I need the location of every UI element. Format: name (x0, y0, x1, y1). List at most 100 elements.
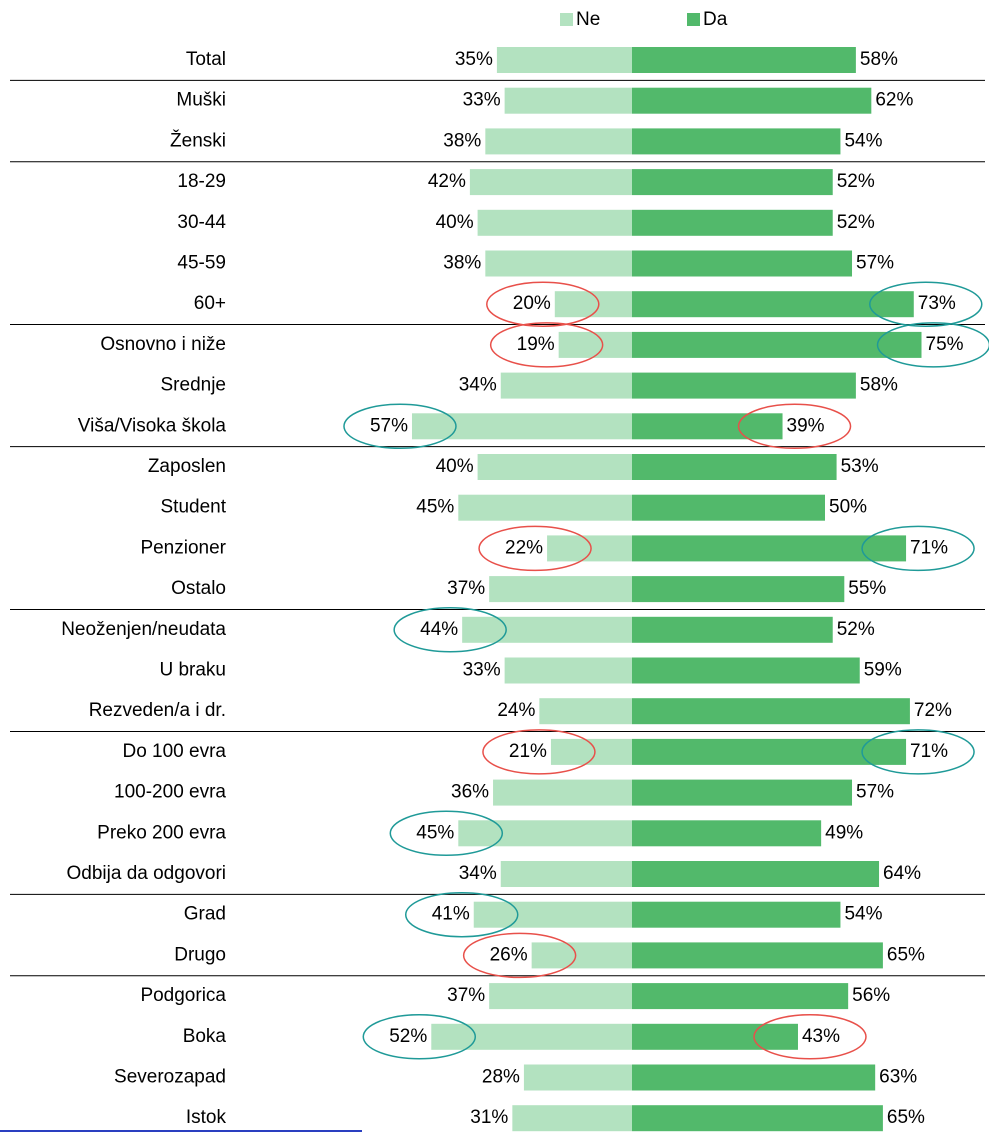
category-label: Boka (183, 1026, 227, 1047)
value-label: 58% (860, 49, 898, 70)
value-label: 31% (470, 1107, 508, 1128)
highlight-ellipse (362, 1014, 477, 1060)
value-label: 37% (447, 578, 485, 599)
value-label: 52% (837, 619, 875, 640)
value-label: 52% (837, 171, 875, 192)
value-label: 24% (497, 700, 535, 721)
legend-swatch (687, 13, 700, 26)
bar (550, 738, 632, 765)
highlight-ellipse (393, 607, 507, 653)
category-label: 100-200 evra (114, 782, 226, 803)
bar (496, 47, 632, 73)
value-label: 58% (860, 375, 898, 396)
bar (489, 576, 632, 603)
highlight-ellipse (753, 1014, 867, 1060)
bar (632, 983, 849, 1010)
value-label: 54% (844, 130, 882, 151)
value-label: 22% (505, 537, 543, 558)
bar (500, 372, 632, 399)
bar (462, 616, 632, 643)
bar (632, 169, 833, 196)
value-label: 57% (370, 415, 408, 436)
value-label: 35% (455, 49, 493, 70)
bar (458, 494, 632, 521)
value-label: 19% (517, 334, 555, 355)
bar (632, 861, 880, 887)
category-label: Zaposlen (148, 456, 226, 477)
bar (558, 331, 632, 358)
value-label: 65% (887, 944, 925, 965)
category-label: Istok (186, 1107, 227, 1128)
value-label: 72% (914, 700, 952, 721)
bar (547, 535, 632, 562)
bar (632, 372, 856, 399)
bar (632, 616, 833, 643)
bar (632, 291, 914, 318)
legend-swatch (560, 13, 573, 26)
legend-label: Ne (576, 9, 600, 30)
value-label: 73% (918, 293, 956, 314)
value-label: 21% (509, 741, 547, 762)
category-label: Neoženjen/neudata (61, 619, 226, 640)
value-label: 56% (852, 985, 890, 1006)
value-label: 33% (463, 90, 501, 111)
value-label: 53% (841, 456, 879, 477)
value-label: 40% (436, 456, 474, 477)
bar (632, 47, 856, 73)
value-label: 59% (864, 660, 902, 681)
highlight-ellipse (478, 525, 592, 572)
bar (632, 657, 860, 684)
category-label: Penzioner (140, 537, 226, 558)
bar (493, 779, 632, 806)
highlight-ellipse (861, 729, 975, 775)
value-label: 34% (459, 375, 497, 396)
highlight-ellipse (486, 281, 600, 327)
value-label: 71% (910, 537, 948, 558)
bar (632, 779, 853, 806)
category-label: Severozapad (114, 1067, 226, 1088)
value-label: 45% (416, 822, 454, 843)
bar (504, 87, 632, 114)
category-label: Drugo (174, 944, 226, 965)
category-label: Student (161, 497, 227, 518)
value-label: 52% (837, 212, 875, 233)
value-label: 38% (443, 130, 481, 151)
highlight-ellipse (489, 322, 604, 368)
bar (485, 250, 632, 277)
category-label: 45-59 (177, 253, 226, 274)
bar (632, 698, 910, 725)
legend-label: Da (703, 9, 728, 30)
value-label: 71% (910, 741, 948, 762)
value-label: 28% (482, 1067, 520, 1088)
highlight-ellipse (343, 403, 457, 450)
bar (632, 494, 825, 521)
highlight-ellipse (869, 281, 983, 327)
value-label: 64% (883, 863, 921, 884)
bar (632, 576, 845, 603)
category-label: Ostalo (171, 578, 226, 599)
bar (531, 942, 632, 969)
category-label: Osnovno i niže (100, 334, 226, 355)
highlight-ellipse (389, 810, 504, 857)
value-label: 65% (887, 1107, 925, 1128)
bar (632, 901, 841, 928)
highlight-ellipse (861, 525, 975, 572)
bar (485, 128, 632, 155)
value-label: 52% (389, 1026, 427, 1047)
bar (477, 454, 632, 480)
category-label: 18-29 (177, 171, 226, 192)
value-label: 57% (856, 782, 894, 803)
category-label: Ženski (170, 129, 226, 151)
bar (477, 209, 632, 236)
category-label: Total (186, 49, 226, 70)
value-label: 49% (825, 822, 863, 843)
bar (632, 454, 837, 480)
bar (632, 1105, 883, 1132)
value-label: 26% (490, 944, 528, 965)
category-label: 30-44 (177, 212, 226, 233)
value-label: 43% (802, 1026, 840, 1047)
bar (469, 169, 632, 196)
value-label: 34% (459, 863, 497, 884)
bar (431, 1023, 632, 1050)
